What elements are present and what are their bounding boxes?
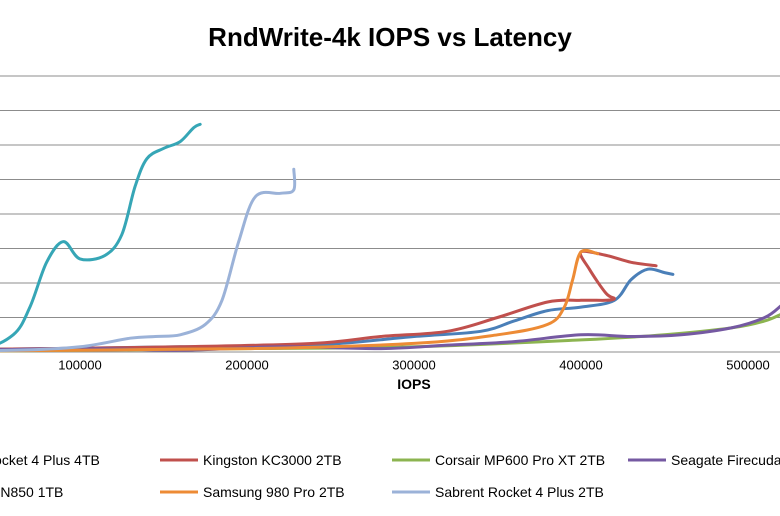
series-line-6	[0, 248, 600, 353]
legend-label: Corsair MP600 Pro XT 2TB	[435, 452, 605, 468]
x-tick-label: 400000	[559, 358, 602, 373]
legend-entry: SN850 1TB	[0, 484, 63, 500]
legend-label: Kingston KC3000 2TB	[203, 452, 342, 468]
legend-label: Samsung 980 Pro 2TB	[203, 484, 345, 500]
x-axis-label: IOPS	[397, 376, 430, 392]
x-tick-label: 300000	[392, 358, 435, 373]
series-line-5	[0, 122, 202, 345]
legend-entry: Seagate Firecuda	[628, 452, 780, 468]
x-tick-label: 200000	[225, 358, 268, 373]
plot-area	[0, 122, 780, 353]
legend-entry: Samsung 980 Pro 2TB	[160, 484, 345, 500]
legend-entry: Kingston KC3000 2TB	[160, 452, 342, 468]
series-line-7	[0, 167, 297, 352]
legend-entry: Sabrent Rocket 4 Plus 4TB	[0, 452, 100, 468]
legend-label: SN850 1TB	[0, 484, 63, 500]
gridlines	[0, 75, 780, 353]
x-axis-ticks: 100000 200000 300000 400000 500000	[58, 358, 769, 373]
legend-label: Sabrent Rocket 4 Plus 2TB	[435, 484, 604, 500]
x-tick-label: 500000	[726, 358, 769, 373]
legend-label: Seagate Firecuda	[671, 452, 780, 468]
legend-entry: Sabrent Rocket 4 Plus 2TB	[392, 484, 604, 500]
x-tick-label: 100000	[58, 358, 101, 373]
legend-entry: Corsair MP600 Pro XT 2TB	[392, 452, 605, 468]
chart-title: RndWrite-4k IOPS vs Latency	[208, 22, 572, 52]
legend-label: Sabrent Rocket 4 Plus 4TB	[0, 452, 100, 468]
legend: Sabrent Rocket 4 Plus 4TB Kingston KC3000…	[0, 452, 780, 500]
